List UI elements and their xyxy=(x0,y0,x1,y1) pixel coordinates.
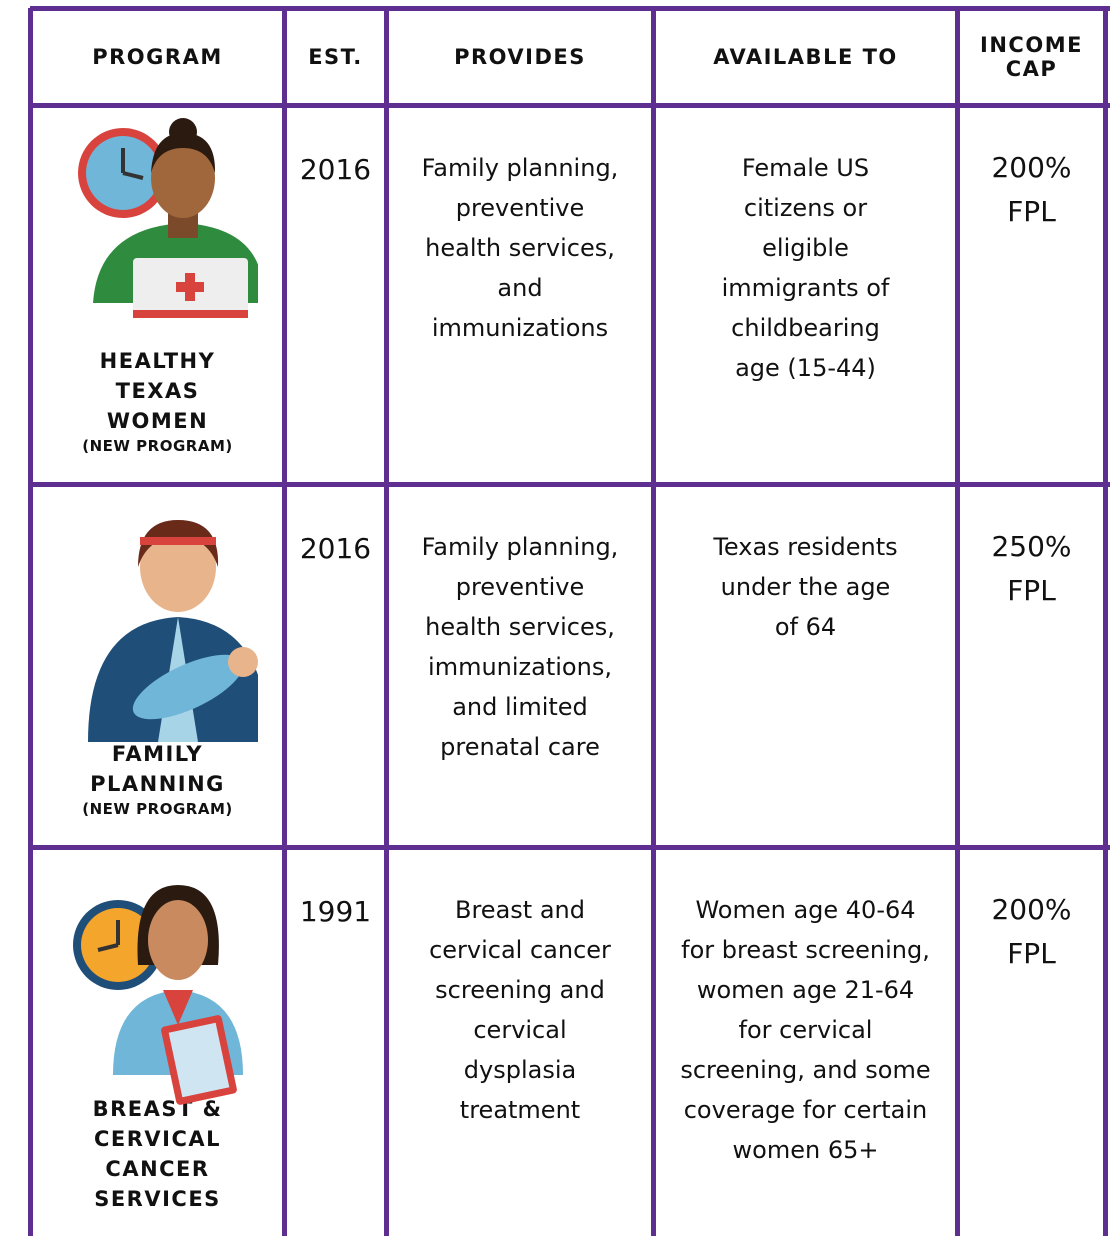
header-cell: AVAILABLE TO xyxy=(656,11,955,103)
available-cell: Female US citizens or eligible immigrant… xyxy=(656,108,955,388)
income-cap-cell: 200% FPL xyxy=(960,850,1103,976)
est-cell: 1991 xyxy=(287,850,384,934)
program-cell: BREAST & CERVICAL CANCER SERVICES xyxy=(33,850,282,1236)
illustration xyxy=(58,512,258,742)
illustration xyxy=(53,875,263,1115)
header-cell: INCOME CAP xyxy=(960,11,1103,103)
illustration xyxy=(58,118,258,348)
program-name: FAMILY PLANNING xyxy=(68,739,248,799)
program-name: HEALTHY TEXAS WOMEN xyxy=(68,346,248,436)
header-cell: PROGRAM xyxy=(33,11,282,103)
program-note: (NEW PROGRAM) xyxy=(82,799,232,819)
header-cell: EST. xyxy=(287,11,384,103)
income-cap-cell: 200% FPL xyxy=(960,108,1103,234)
provides-cell: Family planning, preventive health servi… xyxy=(389,487,651,767)
available-cell: Texas residents under the age of 64 xyxy=(656,487,955,647)
program-cell: HEALTHY TEXAS WOMEN (NEW PROGRAM) xyxy=(33,108,282,482)
border xyxy=(1103,8,1108,1236)
page: PROGRAM EST. PROVIDES AVAILABLE TO INCOM… xyxy=(0,0,1110,1236)
program-note: (NEW PROGRAM) xyxy=(82,436,232,456)
header-cell: PROVIDES xyxy=(389,11,651,103)
available-cell: Women age 40-64 for breast screening, wo… xyxy=(656,850,955,1170)
program-cell: FAMILY PLANNING (NEW PROGRAM) xyxy=(33,487,282,845)
est-cell: 2016 xyxy=(287,487,384,571)
border xyxy=(282,8,287,1236)
provides-cell: Breast and cervical cancer screening and… xyxy=(389,850,651,1130)
income-cap-cell: 250% FPL xyxy=(960,487,1103,613)
provides-cell: Family planning, preventive health servi… xyxy=(389,108,651,348)
est-cell: 2016 xyxy=(287,108,384,192)
